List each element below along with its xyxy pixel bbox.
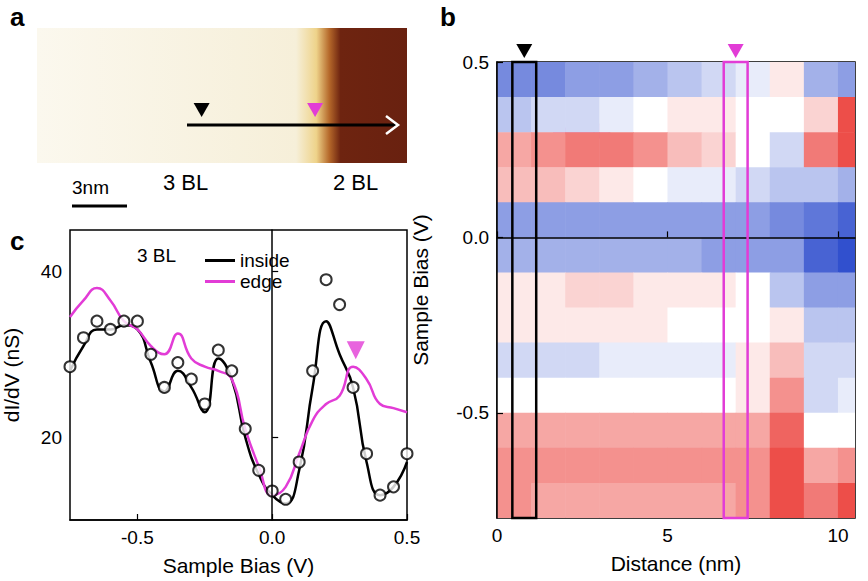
svg-text:0.5: 0.5 [394,527,420,548]
svg-text:-0.5: -0.5 [121,527,154,548]
svg-text:Sample Bias (V): Sample Bias (V) [163,554,315,577]
svg-text:0.0: 0.0 [463,227,489,248]
svg-text:-0.5: -0.5 [456,402,489,423]
svg-text:Distance (nm): Distance (nm) [611,552,742,575]
svg-text:dI/dV (nS): dI/dV (nS) [0,328,23,423]
svg-text:3 BL: 3 BL [137,245,176,266]
svg-text:10: 10 [827,525,848,546]
svg-text:c: c [10,226,24,256]
svg-text:0.5: 0.5 [463,52,489,73]
svg-text:inside: inside [240,250,290,271]
svg-text:b: b [440,2,456,32]
svg-text:20: 20 [41,427,62,448]
svg-text:edge: edge [240,271,282,292]
svg-text:3 BL: 3 BL [163,170,208,195]
svg-text:0.0: 0.0 [259,527,285,548]
svg-text:3nm: 3nm [72,177,109,198]
svg-text:0: 0 [492,525,503,546]
svg-text:5: 5 [662,525,673,546]
svg-text:a: a [10,2,25,32]
svg-text:Sample Bias (V): Sample Bias (V) [409,214,432,366]
svg-text:40: 40 [41,261,62,282]
svg-text:2 BL: 2 BL [333,170,378,195]
